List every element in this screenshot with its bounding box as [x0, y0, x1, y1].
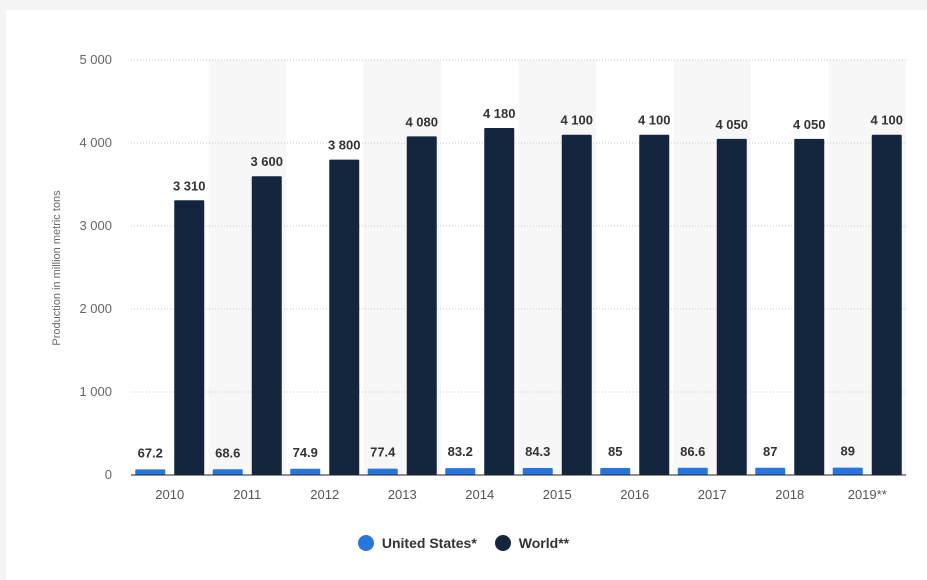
- bar-united-states-2019**: [832, 467, 863, 475]
- x-tick-label: 2017: [698, 487, 727, 502]
- bar-united-states-2016: [600, 467, 631, 475]
- data-label: 3 600: [250, 154, 283, 169]
- data-label: 89: [841, 444, 855, 459]
- legend-item-world[interactable]: World**: [494, 535, 570, 551]
- x-tick-label: 2014: [465, 487, 494, 502]
- data-label: 77.4: [370, 445, 396, 460]
- bars: [135, 128, 902, 476]
- data-label: 87: [763, 444, 777, 459]
- data-label: 4 100: [560, 113, 593, 128]
- bar-world-2012: [329, 159, 360, 475]
- x-axis-ticks: 2010 2011 2012 2013 2014 2015 2016 2017 2018 2019…: [155, 487, 886, 502]
- bar-united-states-2013: [367, 468, 398, 475]
- data-label: 67.2: [138, 445, 163, 460]
- chart-card: [6, 10, 927, 580]
- bar-united-states-2011: [212, 469, 243, 475]
- data-labels: 67.2 3 310 68.6 3 600 74.9 3 800 77.4 4 080 83.2…: [138, 106, 903, 460]
- data-label: 84.3: [525, 444, 550, 459]
- bar-world-2019**: [871, 134, 902, 475]
- x-tick-label: 2012: [310, 487, 339, 502]
- y-tick-label: 4 000: [79, 135, 112, 150]
- data-label: 3 800: [328, 138, 361, 153]
- bar-world-2011: [251, 176, 282, 475]
- y-tick-label: 3 000: [79, 218, 112, 233]
- y-tick-label: 2 000: [79, 301, 112, 316]
- data-label: 4 050: [715, 117, 748, 132]
- bar-world-2017: [716, 138, 747, 475]
- data-label: 4 180: [483, 106, 516, 121]
- bar-world-2013: [406, 136, 437, 476]
- data-label: 4 100: [638, 113, 671, 128]
- x-tick-label: 2016: [620, 487, 649, 502]
- data-label: 86.6: [680, 444, 705, 459]
- bar-united-states-2014: [445, 468, 476, 475]
- bar-world-2016: [639, 134, 670, 475]
- bar-united-states-2017: [677, 467, 708, 475]
- y-axis-ticks: 0 1 000 2 000 3 000 4 000 5 000: [79, 52, 112, 482]
- bar-world-2014: [484, 128, 515, 475]
- y-tick-label: 5 000: [79, 52, 112, 67]
- bar-world-2015: [561, 134, 592, 475]
- data-label: 4 080: [405, 114, 438, 129]
- legend: United States* World**: [0, 535, 927, 551]
- data-label: 4 100: [870, 113, 903, 128]
- x-tick-label: 2010: [155, 487, 184, 502]
- legend-label-world: World**: [518, 535, 570, 551]
- bar-united-states-2015: [522, 468, 553, 475]
- data-label: 85: [608, 444, 622, 459]
- bar-world-2018: [794, 138, 825, 475]
- data-label: 68.6: [215, 445, 240, 460]
- x-tick-label: 2013: [388, 487, 417, 502]
- legend-marker-united-states: [357, 535, 374, 551]
- x-tick-label: 2018: [775, 487, 804, 502]
- legend-label-united-states: United States*: [381, 535, 477, 551]
- x-tick-label: 2015: [543, 487, 572, 502]
- legend-item-united-states[interactable]: United States*: [357, 535, 477, 551]
- y-axis-title: Production in million metric tons: [51, 190, 63, 346]
- bar-united-states-2010: [135, 469, 166, 475]
- data-label: 74.9: [293, 445, 318, 460]
- data-label: 3 310: [173, 178, 206, 193]
- bar-united-states-2012: [290, 468, 321, 475]
- x-tick-label: 2019**: [848, 487, 887, 502]
- data-label: 83.2: [448, 444, 473, 459]
- legend-marker-world: [494, 535, 511, 551]
- y-tick-label: 0: [105, 467, 112, 482]
- bar-united-states-2018: [755, 467, 786, 475]
- bar-world-2010: [174, 200, 205, 475]
- y-tick-label: 1 000: [79, 384, 112, 399]
- x-tick-label: 2011: [233, 487, 261, 502]
- data-label: 4 050: [793, 117, 826, 132]
